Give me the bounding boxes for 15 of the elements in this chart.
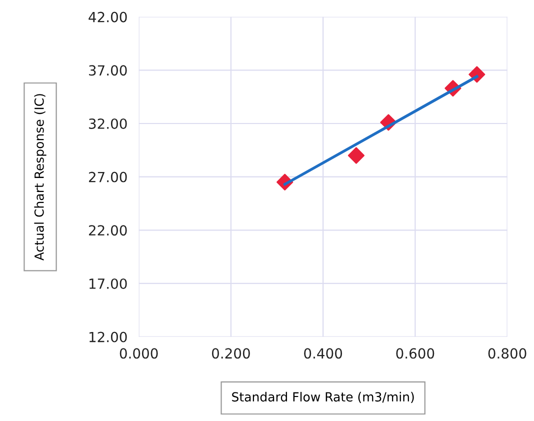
point <box>348 147 365 164</box>
x-tick-label: 0.600 <box>396 348 434 359</box>
x-tick-label: 0.200 <box>212 348 250 359</box>
y-tick-label: 37.00 <box>89 65 127 76</box>
y-axis-title: Actual Chart Response (IC) <box>34 94 46 261</box>
x-tick-label: 0.000 <box>120 348 158 359</box>
x-axis-title: Standard Flow Rate (m3/min) <box>232 392 414 404</box>
y-tick-label: 27.00 <box>88 172 127 182</box>
x-tick-label: 0.400 <box>304 348 342 359</box>
y-tick-label: 17.00 <box>89 278 127 289</box>
x-tick-label: 0.800 <box>488 348 526 359</box>
y-tick-label: 42.00 <box>88 12 127 22</box>
y-tick-label: 32.00 <box>89 118 127 129</box>
y-tick-label: 22.00 <box>88 225 127 236</box>
y-tick-label: 12.00 <box>89 332 127 342</box>
